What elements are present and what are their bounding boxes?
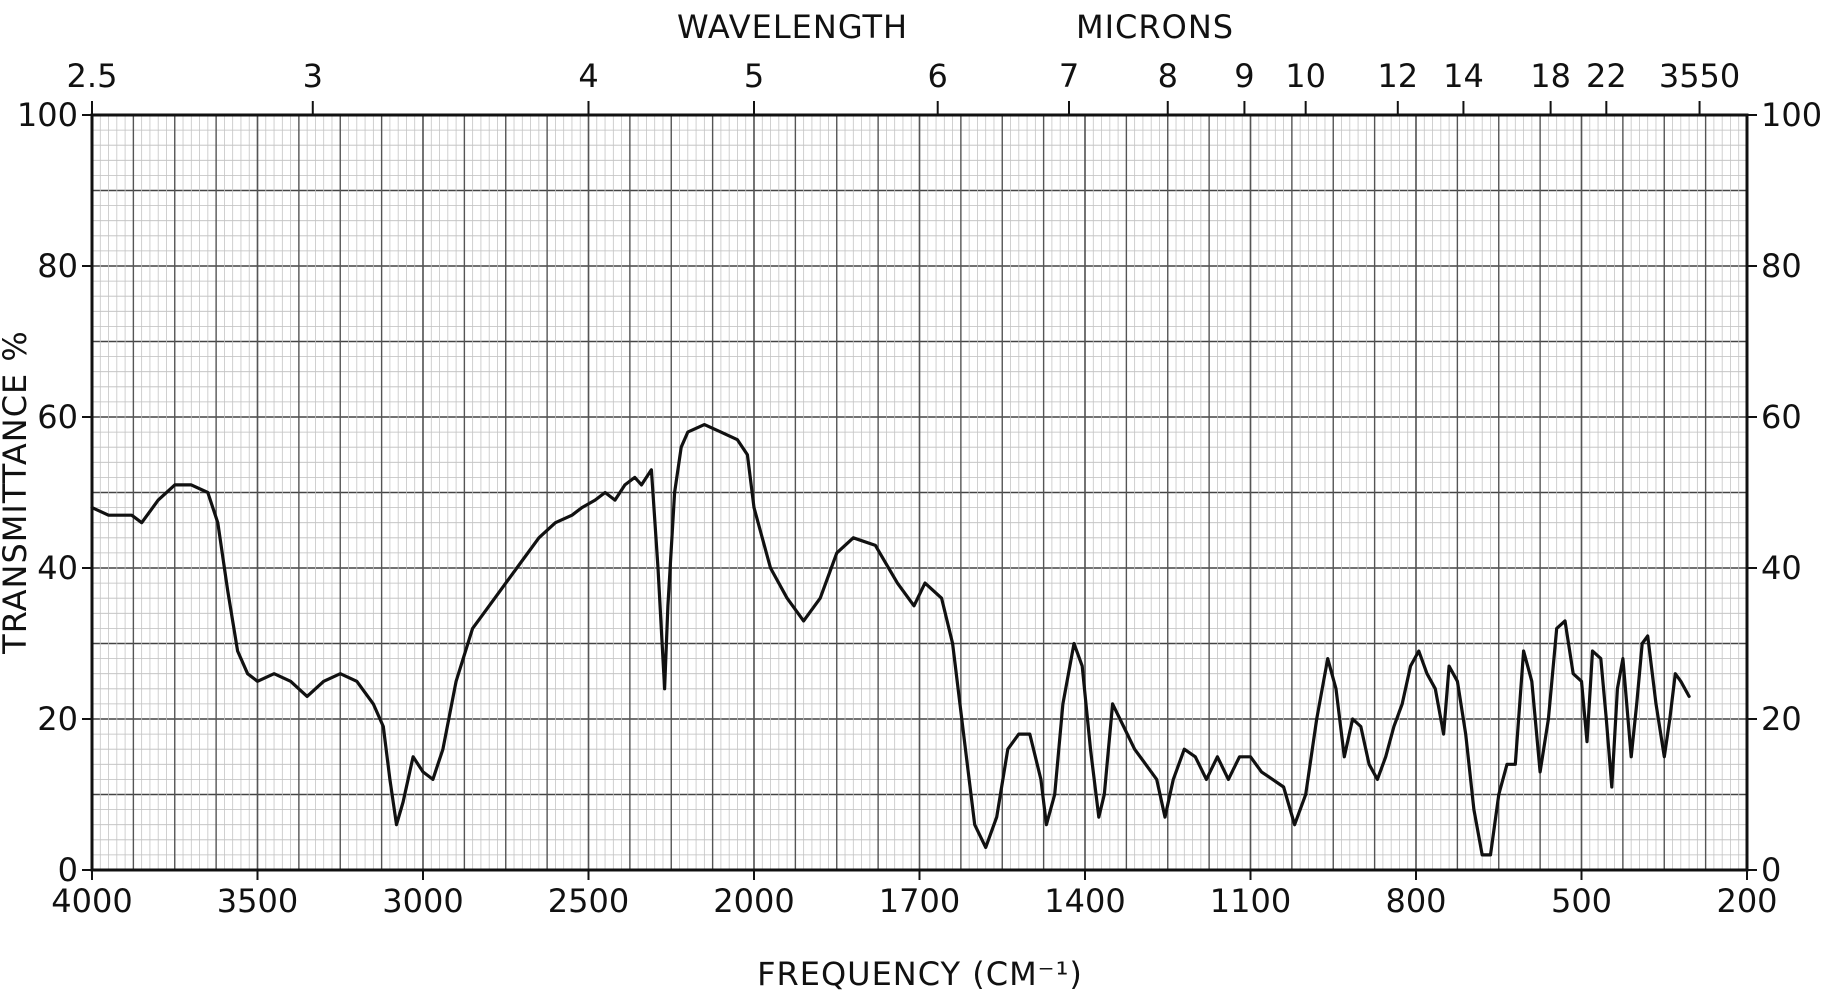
top-tick-label: 12 — [1377, 57, 1418, 95]
top-tick-label: 3550 — [1659, 57, 1740, 95]
x-tick-label: 1400 — [1044, 882, 1125, 920]
top-tick-label: 4 — [578, 57, 598, 95]
y-tick-label-left: 20 — [37, 700, 78, 738]
top-tick-label: 3 — [303, 57, 323, 95]
top-tick-label: 22 — [1586, 57, 1627, 95]
x-tick-label: 3000 — [382, 882, 463, 920]
top-axis-title-microns: MICRONS — [1076, 8, 1234, 46]
y-tick-label-right: 0 — [1761, 851, 1781, 889]
y-tick-label-right: 60 — [1761, 398, 1802, 436]
axis-ticks — [82, 101, 1757, 880]
x-tick-label: 2000 — [713, 882, 794, 920]
y-tick-label-left: 0 — [58, 851, 78, 889]
top-tick-label: 2.5 — [67, 57, 118, 95]
top-tick-label: 6 — [928, 57, 948, 95]
y-tick-label-left: 60 — [37, 398, 78, 436]
x-tick-label: 4000 — [51, 882, 132, 920]
tick-labels: 4000 3500 3000 2500 2000 1700 1400 1100 800 500 20… — [17, 57, 1822, 920]
y-tick-label-left: 80 — [37, 247, 78, 285]
y-tick-label-right: 80 — [1761, 247, 1802, 285]
top-axis-title-wavelength: WAVELENGTH — [677, 8, 908, 46]
y-axis-title: TRANSMITTANCE % — [0, 330, 34, 655]
top-tick-label: 9 — [1234, 57, 1254, 95]
y-tick-label-left: 40 — [37, 549, 78, 587]
x-tick-label: 1100 — [1210, 882, 1291, 920]
top-tick-label: 10 — [1285, 57, 1326, 95]
x-tick-label: 800 — [1385, 882, 1446, 920]
top-tick-label: 14 — [1443, 57, 1484, 95]
x-tick-label: 200 — [1716, 882, 1777, 920]
x-tick-label: 1700 — [879, 882, 960, 920]
x-tick-label: 500 — [1551, 882, 1612, 920]
chart-grid — [91, 114, 1748, 871]
series-line-spectrum — [90, 423, 1691, 857]
y-tick-label-left: 100 — [17, 96, 78, 134]
top-tick-label: 18 — [1530, 57, 1571, 95]
y-tick-label-right: 40 — [1761, 549, 1802, 587]
top-tick-label: 8 — [1158, 57, 1178, 95]
x-tick-label: 2500 — [548, 882, 629, 920]
y-tick-label-right: 100 — [1761, 96, 1822, 134]
y-tick-label-right: 20 — [1761, 700, 1802, 738]
top-tick-label: 5 — [744, 57, 764, 95]
x-tick-label: 3500 — [217, 882, 298, 920]
x-axis-title: FREQUENCY (CM⁻¹) — [757, 955, 1083, 993]
top-tick-label: 7 — [1059, 57, 1079, 95]
